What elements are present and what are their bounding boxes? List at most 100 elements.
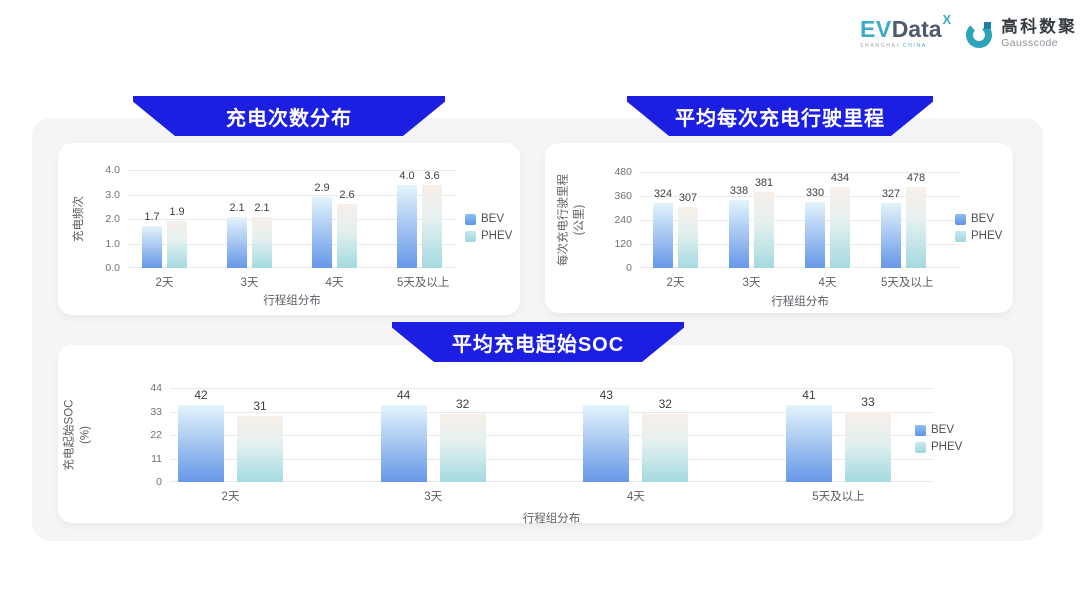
- value-label: 381: [754, 176, 774, 189]
- bar-column: 32: [642, 388, 689, 482]
- value-label: 2.1: [229, 201, 245, 214]
- mileage-per-charge-chart: 每次充电行驶里程 (公里) 480 360 240 120 0 324 307 338 381 330…: [545, 143, 1013, 313]
- x-tick-label: 5天及以上: [397, 277, 450, 289]
- value-label: 1.7: [144, 211, 160, 224]
- gridline: [170, 411, 933, 413]
- bar-column: 33: [844, 388, 891, 482]
- legend-swatch-icon: [915, 424, 926, 436]
- gridline: [170, 388, 933, 389]
- value-label: 2.1: [254, 201, 270, 214]
- value-label: 327: [881, 187, 901, 200]
- bar-bev[interactable]: [380, 405, 427, 482]
- bar-column: 330: [805, 172, 825, 268]
- bar-group: 2.9 2.6: [312, 170, 357, 268]
- gausscode-g-icon: [966, 21, 993, 48]
- bar-column: 307: [678, 172, 698, 268]
- x-tick-label: 3天: [240, 277, 259, 289]
- gridline: [640, 172, 960, 173]
- bar-bev[interactable]: [583, 405, 630, 482]
- gridline: [640, 244, 960, 245]
- legend-label: BEV: [971, 213, 995, 225]
- bar-phev[interactable]: [830, 187, 850, 268]
- bar-column: 1.7: [142, 170, 162, 268]
- bar-column: 2.1: [252, 170, 272, 268]
- legend-item-bev[interactable]: BEV: [915, 424, 962, 436]
- bar-group: 2.1 2.1: [227, 170, 272, 268]
- bar-phev[interactable]: [906, 187, 926, 268]
- bar-bev[interactable]: [142, 226, 162, 268]
- plot-area: 42 31 44 32 43 32 41 33: [170, 388, 933, 482]
- bar-groups: 324 307 338 381 330 434 327 478: [640, 172, 960, 268]
- bar-bev[interactable]: [729, 200, 749, 268]
- evdata-logo-ev: EV: [860, 16, 892, 43]
- y-tick-label: 22: [150, 429, 162, 441]
- bar-column: 1.9: [167, 170, 187, 268]
- value-label: 33: [861, 394, 875, 409]
- bar-phev[interactable]: [337, 204, 357, 268]
- bar-bev[interactable]: [653, 203, 673, 268]
- bar-bev[interactable]: [881, 202, 901, 268]
- bar-phev[interactable]: [844, 411, 891, 482]
- legend-item-bev[interactable]: BEV: [465, 213, 512, 225]
- legend: BEV PHEV: [915, 424, 962, 453]
- tagline-china: CHINA: [902, 43, 927, 50]
- value-label: 2.9: [314, 181, 330, 194]
- bar-phev[interactable]: [422, 185, 442, 268]
- x-axis-labels: 2天 3天 4天 5天及以上: [128, 274, 456, 290]
- y-tick-label: 0: [156, 476, 162, 488]
- legend-item-phev[interactable]: PHEV: [915, 441, 962, 453]
- value-label: 3.6: [424, 170, 440, 182]
- gridline: [640, 267, 960, 268]
- value-label: 4.0: [399, 170, 415, 182]
- bar-bev[interactable]: [397, 185, 417, 268]
- y-tick-label: 120: [614, 238, 632, 250]
- tagline-shanghai: SHANGHAI: [860, 43, 900, 50]
- gridline: [170, 458, 933, 460]
- evdata-logo-data: Data: [891, 16, 942, 43]
- value-label: 478: [906, 172, 926, 184]
- bar-phev[interactable]: [167, 221, 187, 268]
- value-label: 41: [802, 388, 816, 402]
- bar-phev[interactable]: [237, 415, 283, 482]
- evdata-logo: EV Data X SHANGHAI CHINA: [860, 13, 951, 50]
- gridline: [128, 267, 456, 268]
- gridline: [170, 481, 933, 482]
- gridline: [128, 170, 456, 171]
- logo-bar: EV Data X SHANGHAI CHINA 高科数聚 Gausscode: [860, 13, 1077, 50]
- legend-swatch-icon: [955, 213, 966, 225]
- legend-item-phev[interactable]: PHEV: [465, 230, 512, 242]
- gausscode-name-cn: 高科数聚: [1001, 18, 1078, 36]
- y-tick-label: 44: [150, 382, 162, 394]
- y-axis-ticks: 480 360 240 120 0: [545, 166, 632, 275]
- x-axis-labels: 2天 3天 4天 5天及以上: [170, 488, 933, 504]
- bar-column: 3.6: [422, 170, 442, 268]
- bar-phev[interactable]: [252, 216, 272, 268]
- bar-bev[interactable]: [805, 202, 825, 268]
- x-tick-label: 3天: [424, 491, 443, 503]
- legend-item-phev[interactable]: PHEV: [955, 230, 1002, 242]
- bar-group: 43 32: [583, 388, 689, 482]
- bar-column: 381: [754, 172, 774, 268]
- bar-bev[interactable]: [227, 216, 247, 268]
- bar-bev[interactable]: [312, 196, 332, 268]
- legend: BEV PHEV: [955, 213, 1002, 242]
- bar-phev[interactable]: [642, 413, 689, 482]
- bar-phev[interactable]: [678, 206, 698, 268]
- bar-column: 2.1: [227, 170, 247, 268]
- gridline: [128, 243, 456, 245]
- legend-item-bev[interactable]: BEV: [955, 213, 1002, 225]
- y-tick-label: 11: [151, 452, 162, 465]
- bar-phev[interactable]: [754, 191, 774, 268]
- x-tick-label: 4天: [626, 491, 645, 503]
- x-tick-label: 4天: [325, 277, 344, 289]
- value-label: 434: [830, 172, 850, 184]
- gausscode-logo: 高科数聚 Gausscode: [964, 18, 1077, 49]
- bar-bev[interactable]: [785, 405, 832, 482]
- bar-phev[interactable]: [439, 413, 486, 482]
- bar-column: 41: [785, 388, 832, 482]
- y-tick-label: 0: [626, 262, 632, 274]
- legend-swatch-icon: [465, 213, 476, 225]
- bar-bev[interactable]: [178, 405, 224, 482]
- bar-groups: 42 31 44 32 43 32 41 33: [170, 388, 933, 482]
- value-label: 42: [194, 388, 208, 402]
